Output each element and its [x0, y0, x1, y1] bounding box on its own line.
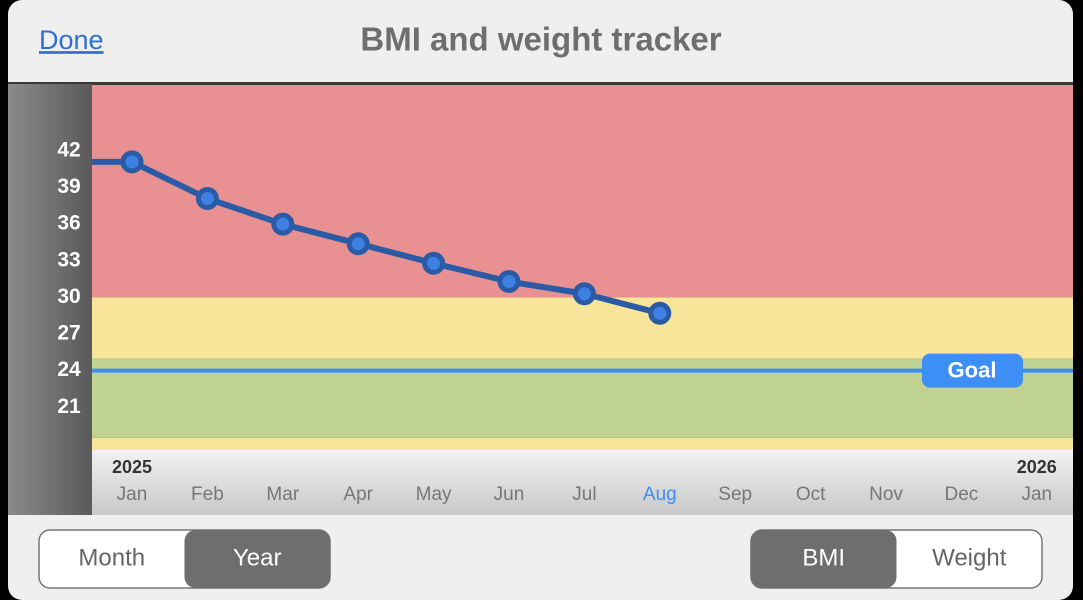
- range-option[interactable]: Year: [233, 544, 282, 571]
- y-tick-label: 27: [57, 322, 80, 345]
- bmi-point: [120, 150, 144, 174]
- y-tick-label: 39: [57, 175, 80, 198]
- x-tick-label: Oct: [796, 484, 826, 505]
- goal-label: Goal: [948, 357, 997, 382]
- x-tick-label: Aug: [643, 484, 677, 505]
- y-tick-label: 21: [57, 395, 81, 418]
- x-tick-label: May: [416, 484, 452, 505]
- x-tick-label: Jan: [117, 484, 148, 505]
- y-tick-label: 30: [57, 285, 80, 308]
- bmi-point: [648, 301, 672, 325]
- x-tick-label: Nov: [869, 484, 903, 505]
- x-tick-label: Jul: [572, 484, 596, 505]
- x-tick-label: Sep: [718, 484, 752, 505]
- bmi-point: [422, 251, 446, 275]
- metric-selected: [751, 530, 897, 588]
- x-tick-label: Dec: [945, 484, 979, 505]
- metric-option[interactable]: BMI: [802, 544, 845, 571]
- x-tick-label: Mar: [266, 484, 299, 505]
- zone-band: [92, 297, 1073, 359]
- bmi-point: [346, 232, 370, 256]
- y-tick-label: 36: [57, 212, 80, 235]
- year-label: 2025: [112, 457, 152, 477]
- goal-badge: [922, 353, 1023, 388]
- x-tick-label: Jan: [1021, 484, 1052, 505]
- x-axis-panel: [92, 450, 1073, 515]
- bmi-point: [271, 212, 295, 236]
- bmi-point: [497, 270, 521, 294]
- zone-band: [92, 85, 1073, 298]
- x-tick-label: Feb: [191, 484, 224, 505]
- x-tick-label: Apr: [343, 484, 373, 505]
- y-axis-panel: [8, 84, 92, 515]
- year-label: 2026: [1017, 457, 1057, 477]
- x-tick-label: Jun: [494, 484, 525, 505]
- range-option[interactable]: Month: [78, 544, 145, 571]
- y-tick-label: 42: [57, 138, 80, 161]
- zone-band: [92, 437, 1073, 450]
- bmi-line: [130, 159, 661, 317]
- metric-option[interactable]: Weight: [932, 544, 1007, 571]
- bmi-point: [572, 282, 596, 306]
- bmi-point: [195, 187, 219, 211]
- y-tick-label: 24: [57, 358, 81, 381]
- title: BMI and weight tracker: [360, 21, 721, 58]
- range-selected: [184, 530, 330, 588]
- done-button[interactable]: Done: [39, 25, 104, 55]
- y-tick-label: 33: [57, 248, 80, 271]
